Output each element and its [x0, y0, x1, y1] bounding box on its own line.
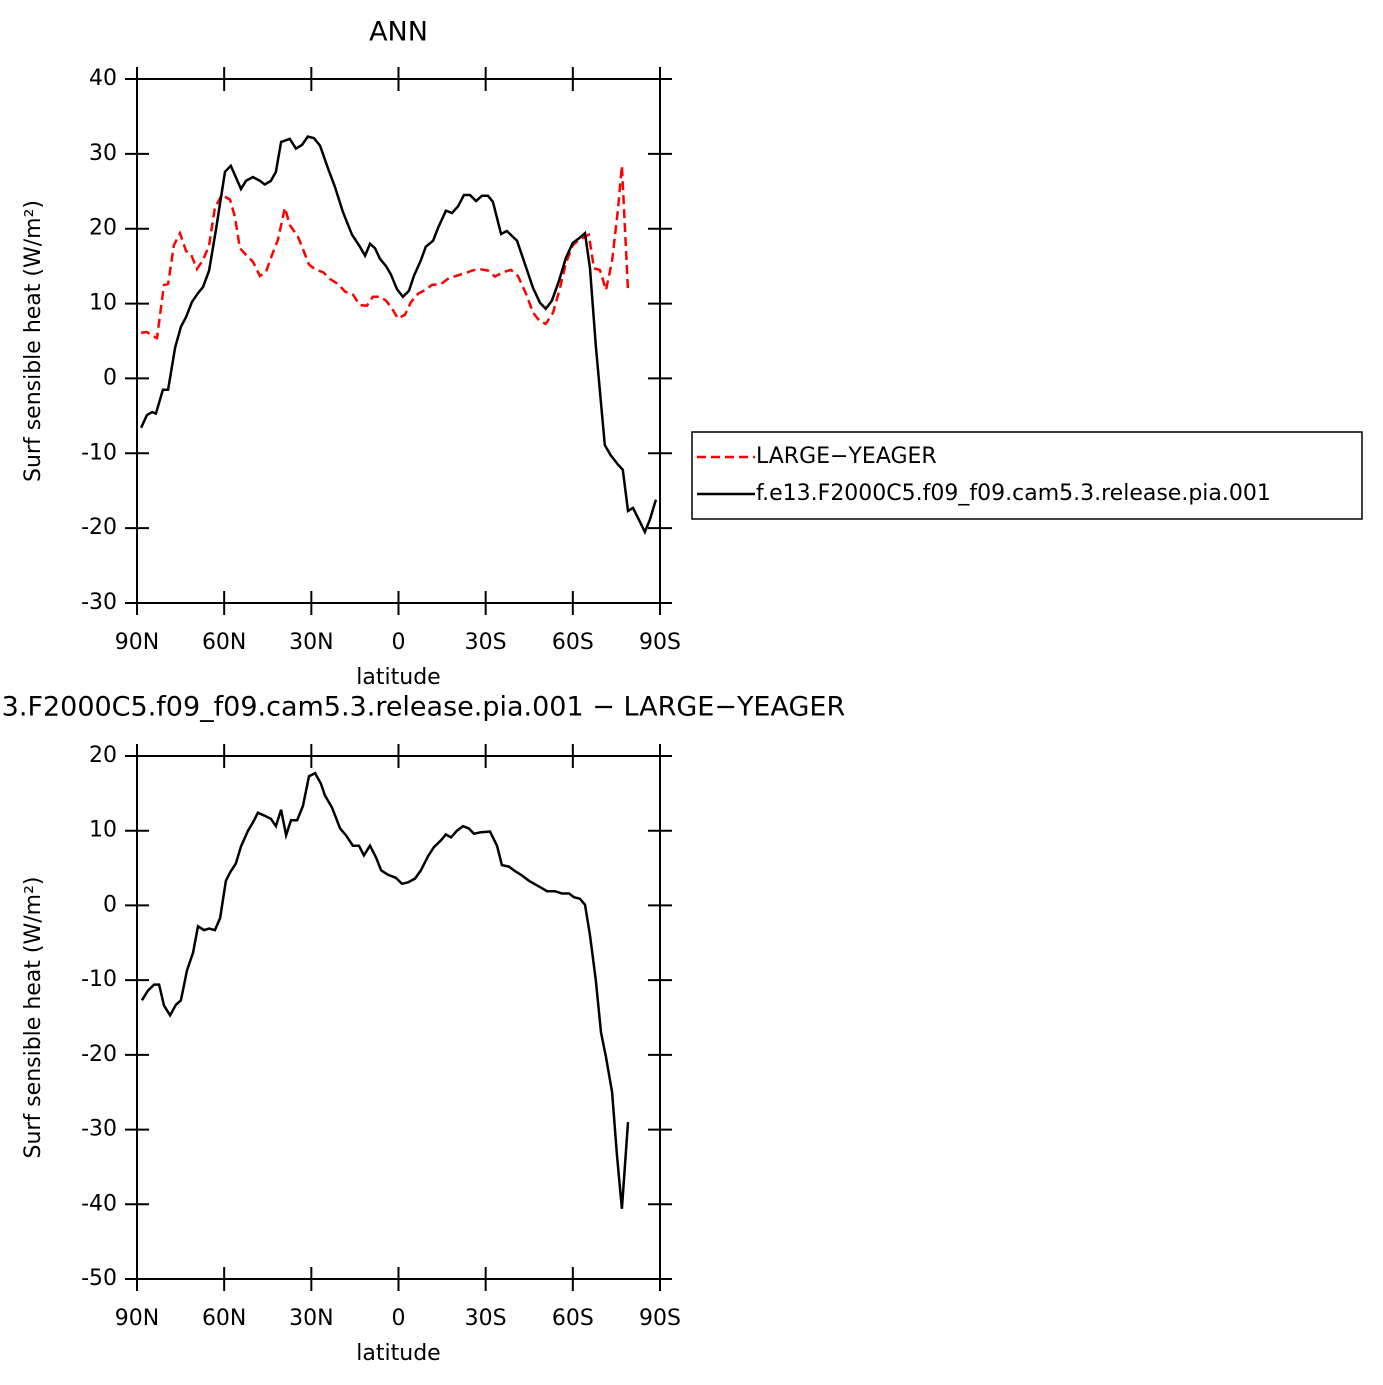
y-tick-label: -20 — [81, 515, 117, 540]
legend-box — [691, 431, 1363, 520]
x-tick-label: 30N — [289, 630, 333, 655]
x-tick-label: 90N — [115, 1306, 159, 1331]
y-tick-label: -10 — [81, 440, 117, 465]
x-tick-label: 0 — [392, 1306, 406, 1331]
y-tick-label: 0 — [103, 892, 117, 917]
y-axis-label: Surf sensible heat (W/m²) — [21, 877, 46, 1159]
chart-title: f.e13.F2000C5.f09_f09.cam5.3.release.pia… — [0, 692, 845, 723]
x-tick-label: 60N — [202, 1306, 246, 1331]
y-tick-label: 20 — [89, 216, 117, 241]
x-tick-label: 60N — [202, 630, 246, 655]
y-axis-label: Surf sensible heat (W/m²) — [21, 200, 46, 482]
y-tick-label: -30 — [81, 590, 117, 615]
legend-label: f.e13.F2000C5.f09_f09.cam5.3.release.pia… — [756, 481, 1271, 506]
x-tick-label: 0 — [392, 630, 406, 655]
y-tick-label: 10 — [89, 818, 117, 843]
x-tick-label: 30N — [289, 1306, 333, 1331]
x-tick-label: 90S — [639, 630, 681, 655]
x-tick-label: 30S — [465, 1306, 507, 1331]
y-tick-label: 40 — [89, 66, 117, 91]
x-tick-label: 30S — [465, 630, 507, 655]
y-tick-label: -50 — [81, 1266, 117, 1291]
plot-frame — [136, 78, 661, 604]
data-line — [140, 165, 630, 340]
x-tick-label: 60S — [552, 1306, 594, 1331]
y-tick-label: -10 — [81, 967, 117, 992]
x-axis-label: latitude — [356, 665, 440, 690]
y-tick-label: 20 — [89, 743, 117, 768]
y-tick-label: -20 — [81, 1042, 117, 1067]
data-line — [140, 771, 630, 1209]
x-tick-label: 90S — [639, 1306, 681, 1331]
y-tick-label: 0 — [103, 365, 117, 390]
y-tick-label: -30 — [81, 1117, 117, 1142]
legend-label: LARGE−YEAGER — [756, 444, 937, 469]
y-tick-label: 30 — [89, 141, 117, 166]
x-axis-label: latitude — [356, 1341, 440, 1366]
y-tick-label: 10 — [89, 291, 117, 316]
x-tick-label: 60S — [552, 630, 594, 655]
plot-frame — [136, 755, 661, 1280]
x-tick-label: 90N — [115, 630, 159, 655]
chart-title: ANN — [369, 17, 428, 48]
y-tick-label: -40 — [81, 1191, 117, 1216]
data-line — [139, 135, 658, 535]
